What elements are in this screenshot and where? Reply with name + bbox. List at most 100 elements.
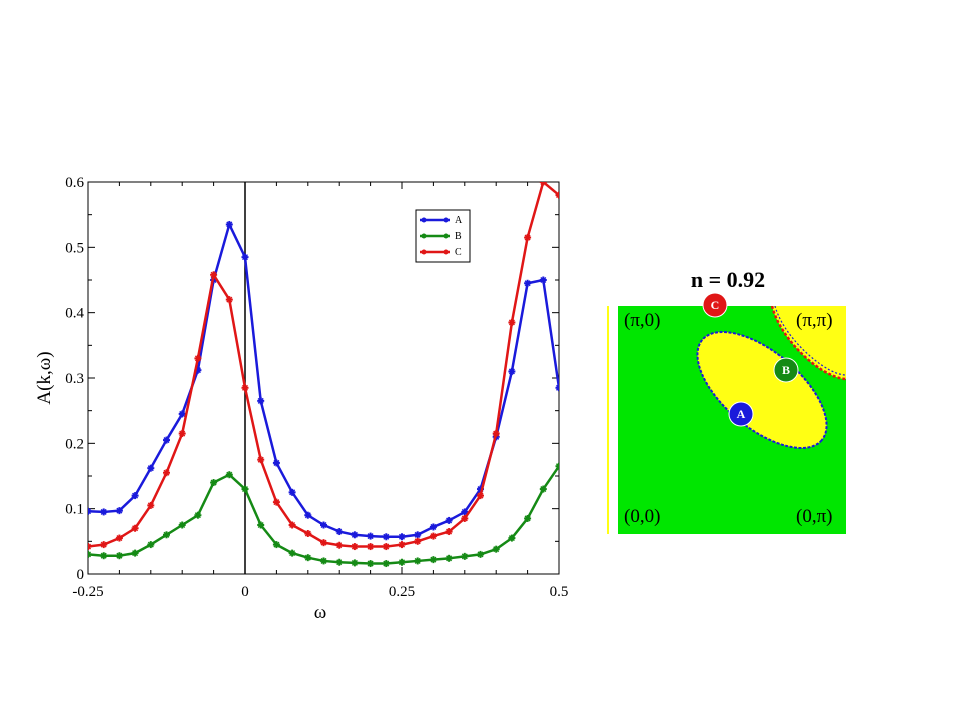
corner-pocket	[772, 306, 846, 379]
series-group	[88, 182, 559, 568]
data-point	[367, 543, 375, 551]
data-point	[398, 541, 406, 549]
data-point	[382, 543, 390, 551]
data-point	[272, 541, 280, 549]
data-point	[115, 507, 123, 515]
data-point	[241, 384, 249, 392]
data-point	[508, 534, 516, 542]
series-line-b	[88, 465, 559, 565]
data-point	[524, 279, 532, 287]
x-tick-label: -0.25	[72, 584, 103, 600]
data-point	[445, 554, 453, 562]
map-title: n = 0.92	[691, 267, 765, 292]
y-tick-label: 0.1	[65, 502, 84, 518]
data-point	[131, 524, 139, 532]
data-point	[414, 531, 422, 539]
data-point	[508, 318, 516, 326]
label-pi-0: (π,0)	[624, 310, 661, 331]
data-point	[100, 552, 108, 560]
data-point	[429, 556, 437, 564]
fermi-surface-map: n = 0.92 (π,0) (π,π) (0,0) (0,π) C	[607, 267, 846, 534]
data-point	[100, 541, 108, 549]
data-point	[335, 558, 343, 566]
data-point	[288, 521, 296, 529]
y-tick-label: 0	[77, 567, 85, 583]
x-tick-label: 0.5	[550, 584, 569, 600]
x-axis-ticks: -0.25 0 0.25 0.5	[72, 182, 568, 600]
data-point	[351, 531, 359, 539]
y-axis-ticks: 0 0.1 0.2 0.3 0.4 0.5 0.6	[65, 175, 559, 583]
label-pi-pi: (π,π)	[796, 310, 833, 331]
data-point	[539, 276, 547, 284]
data-point	[163, 531, 170, 539]
series-a	[88, 220, 559, 541]
data-point	[131, 492, 139, 500]
data-point	[524, 514, 532, 522]
map-left-edge	[607, 306, 609, 534]
data-point	[524, 234, 532, 242]
data-point	[241, 253, 249, 261]
data-point	[461, 514, 469, 522]
data-point	[320, 521, 327, 529]
data-point	[461, 508, 469, 516]
x-axis-title: ω	[314, 602, 327, 623]
data-point	[367, 560, 375, 568]
marker-c-circle	[702, 292, 728, 318]
data-point	[398, 533, 406, 541]
data-point	[398, 558, 406, 566]
legend-marker-c	[443, 249, 449, 255]
data-point	[477, 550, 484, 558]
data-point	[194, 354, 202, 362]
corner-pocket-boundary	[770, 306, 846, 381]
x-tick-label: 0.25	[389, 584, 415, 600]
legend-marker-a	[443, 217, 449, 223]
data-point	[272, 459, 280, 467]
data-point	[304, 511, 312, 519]
data-point	[241, 485, 249, 493]
y-axis-title: A(k,ω)	[34, 351, 55, 404]
data-point	[508, 367, 516, 375]
marker-c-label: C	[711, 298, 720, 312]
marker-b: B	[773, 357, 799, 383]
data-point	[320, 539, 327, 547]
data-point	[477, 492, 484, 500]
label-0-0: (0,0)	[624, 506, 660, 527]
data-point	[225, 471, 233, 479]
legend-marker-c	[421, 249, 427, 255]
data-point	[178, 430, 186, 438]
marker-a-circle	[728, 401, 754, 427]
data-point	[382, 533, 390, 541]
data-point	[88, 550, 92, 558]
legend-marker-a	[421, 217, 427, 223]
marker-a: A	[728, 401, 754, 427]
data-point	[225, 220, 233, 228]
data-point	[100, 508, 108, 516]
data-point	[492, 545, 500, 553]
data-point	[147, 464, 155, 472]
data-point	[178, 410, 186, 418]
data-point	[461, 552, 469, 560]
data-point	[429, 532, 437, 540]
data-point	[414, 537, 422, 545]
legend-entry-b: B	[420, 231, 462, 242]
plot-frame	[87, 181, 560, 575]
data-point	[210, 271, 218, 279]
data-point	[115, 552, 123, 560]
series-c	[88, 182, 559, 551]
data-point	[257, 456, 265, 464]
data-point	[272, 498, 280, 506]
legend-entry-a: A	[420, 215, 463, 226]
data-point	[163, 469, 170, 477]
legend-marker-b	[421, 233, 427, 239]
data-point	[555, 191, 559, 199]
data-point	[367, 532, 375, 540]
marker-c: C	[702, 292, 728, 318]
data-point	[88, 543, 92, 551]
data-point	[335, 528, 343, 536]
data-point	[115, 534, 123, 542]
y-tick-label: 0.5	[65, 240, 84, 256]
series-b	[88, 462, 559, 568]
legend-label-b: B	[455, 231, 462, 242]
data-point	[225, 296, 233, 304]
